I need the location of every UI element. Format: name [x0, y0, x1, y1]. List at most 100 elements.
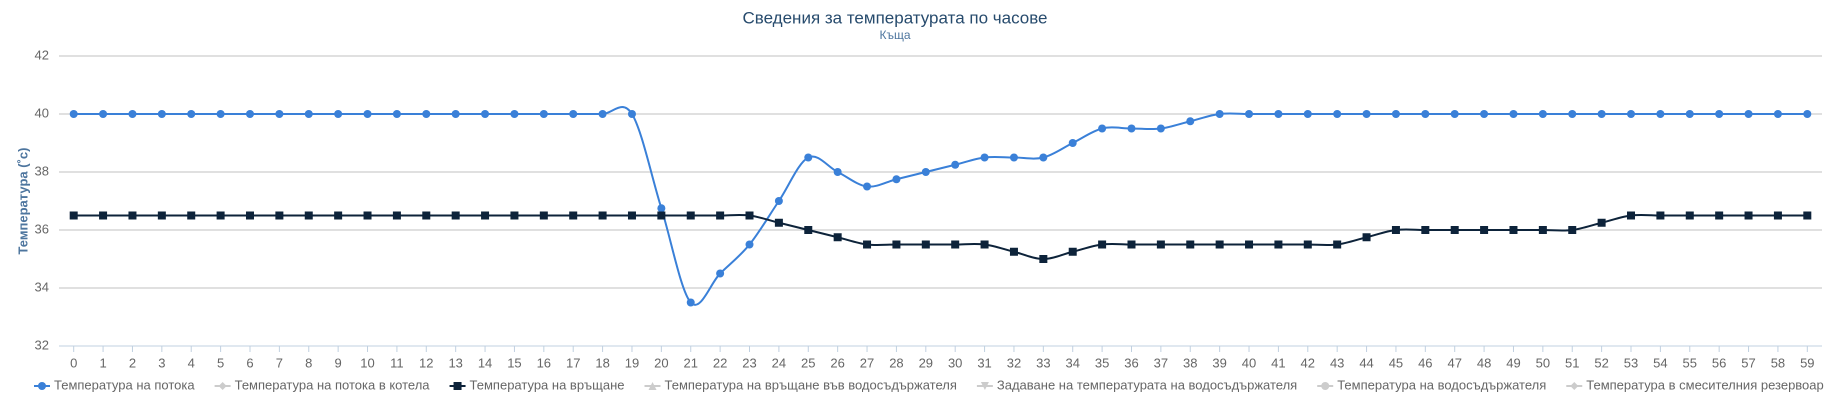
legend-symbol — [38, 382, 46, 390]
data-point — [157, 211, 166, 220]
x-tick-label: 7 — [276, 355, 283, 370]
data-point — [921, 240, 930, 249]
x-tick-label: 49 — [1506, 355, 1520, 370]
data-point — [892, 240, 901, 249]
x-tick-label: 17 — [566, 355, 580, 370]
data-point — [774, 197, 783, 205]
data-point — [569, 110, 578, 118]
x-tick-label: 0 — [70, 355, 77, 370]
legend-item[interactable]: Температура в смесителния резервоар — [1566, 377, 1824, 392]
legend-label: Температура на потока в котела — [235, 377, 431, 392]
series-line — [73, 106, 1808, 306]
legend-item[interactable]: Температура на потока — [34, 377, 195, 392]
y-tick-label: 36 — [35, 221, 49, 236]
data-point — [1803, 211, 1812, 220]
legend-item[interactable]: Задаване на температурата на водосъдържа… — [976, 377, 1297, 392]
data-point — [1245, 110, 1254, 118]
data-point — [1274, 240, 1283, 249]
data-point — [1127, 124, 1136, 133]
x-tick-label: 18 — [595, 355, 609, 370]
data-point — [69, 211, 78, 220]
data-point — [1068, 139, 1077, 147]
data-point — [245, 110, 254, 118]
x-tick-label: 15 — [507, 355, 521, 370]
data-point — [1568, 226, 1577, 234]
data-point — [275, 110, 284, 118]
legend-symbol — [980, 382, 989, 390]
legend-symbol — [218, 382, 227, 390]
x-tick-label: 44 — [1359, 355, 1373, 370]
data-point — [1450, 226, 1459, 234]
x-tick-label: 58 — [1771, 355, 1785, 370]
data-point — [1333, 110, 1342, 118]
data-point — [1656, 211, 1665, 220]
data-point — [1245, 240, 1254, 249]
x-tick-label: 6 — [246, 355, 253, 370]
y-tick-label: 40 — [35, 105, 49, 120]
data-point — [304, 110, 313, 118]
data-point — [1156, 240, 1165, 249]
x-tick-label: 32 — [1007, 355, 1021, 370]
x-tick-label: 19 — [625, 355, 639, 370]
data-point — [1715, 110, 1724, 118]
data-point — [1480, 110, 1489, 118]
x-tick-label: 51 — [1565, 355, 1579, 370]
data-point — [1480, 226, 1489, 234]
data-point — [598, 110, 607, 118]
data-point — [1039, 255, 1048, 263]
data-point — [921, 168, 930, 176]
x-tick-label: 33 — [1036, 355, 1050, 370]
data-point — [716, 211, 725, 220]
x-tick-label: 3 — [158, 355, 165, 370]
data-point — [1098, 124, 1107, 133]
data-point — [422, 110, 431, 118]
legend-item[interactable]: Температура на връщане — [449, 377, 625, 392]
data-point — [833, 233, 842, 242]
data-point — [539, 110, 548, 118]
data-point — [951, 240, 960, 249]
data-point — [304, 211, 313, 220]
x-tick-label: 16 — [537, 355, 551, 370]
data-point — [1098, 240, 1107, 249]
data-point — [451, 211, 460, 220]
data-point — [1156, 124, 1165, 133]
x-tick-label: 34 — [1065, 355, 1079, 370]
legend-item[interactable]: Температура на връщане във водосъдържате… — [644, 377, 957, 392]
x-tick-label: 46 — [1418, 355, 1432, 370]
legend-label: Температура на потока — [54, 377, 195, 392]
x-tick-label: 41 — [1271, 355, 1285, 370]
data-point — [69, 110, 78, 118]
data-point — [1538, 110, 1547, 118]
legend-symbol — [453, 382, 462, 390]
legend-item[interactable]: Температура на водосъдържателя — [1317, 377, 1546, 392]
data-point — [1538, 226, 1547, 234]
x-tick-label: 35 — [1095, 355, 1109, 370]
data-point — [216, 211, 225, 220]
data-point — [569, 211, 578, 220]
data-point — [275, 211, 284, 220]
data-point — [422, 211, 431, 220]
chart-subtitle: Къща — [879, 28, 910, 42]
data-point — [804, 226, 813, 234]
x-tick-label: 56 — [1712, 355, 1726, 370]
x-tick-label: 53 — [1624, 355, 1638, 370]
data-point — [774, 218, 783, 227]
y-tick-label: 32 — [35, 337, 49, 352]
legend-label: Температура на връщане във водосъдържате… — [665, 377, 957, 392]
y-tick-label: 38 — [35, 163, 49, 178]
legend-item[interactable]: Температура на потока в котела — [214, 377, 431, 392]
x-tick-label: 24 — [772, 355, 786, 370]
x-tick-label: 9 — [335, 355, 342, 370]
data-point — [1509, 110, 1518, 118]
data-point — [1627, 110, 1636, 118]
data-point — [1215, 110, 1224, 118]
data-point — [334, 211, 343, 220]
data-point — [1685, 110, 1694, 118]
data-point — [392, 211, 401, 220]
data-point — [1186, 240, 1195, 249]
data-point — [1362, 110, 1371, 118]
x-tick-label: 11 — [390, 355, 404, 370]
data-point — [1303, 110, 1312, 118]
x-tick-label: 14 — [478, 355, 492, 370]
data-point — [1009, 153, 1018, 162]
